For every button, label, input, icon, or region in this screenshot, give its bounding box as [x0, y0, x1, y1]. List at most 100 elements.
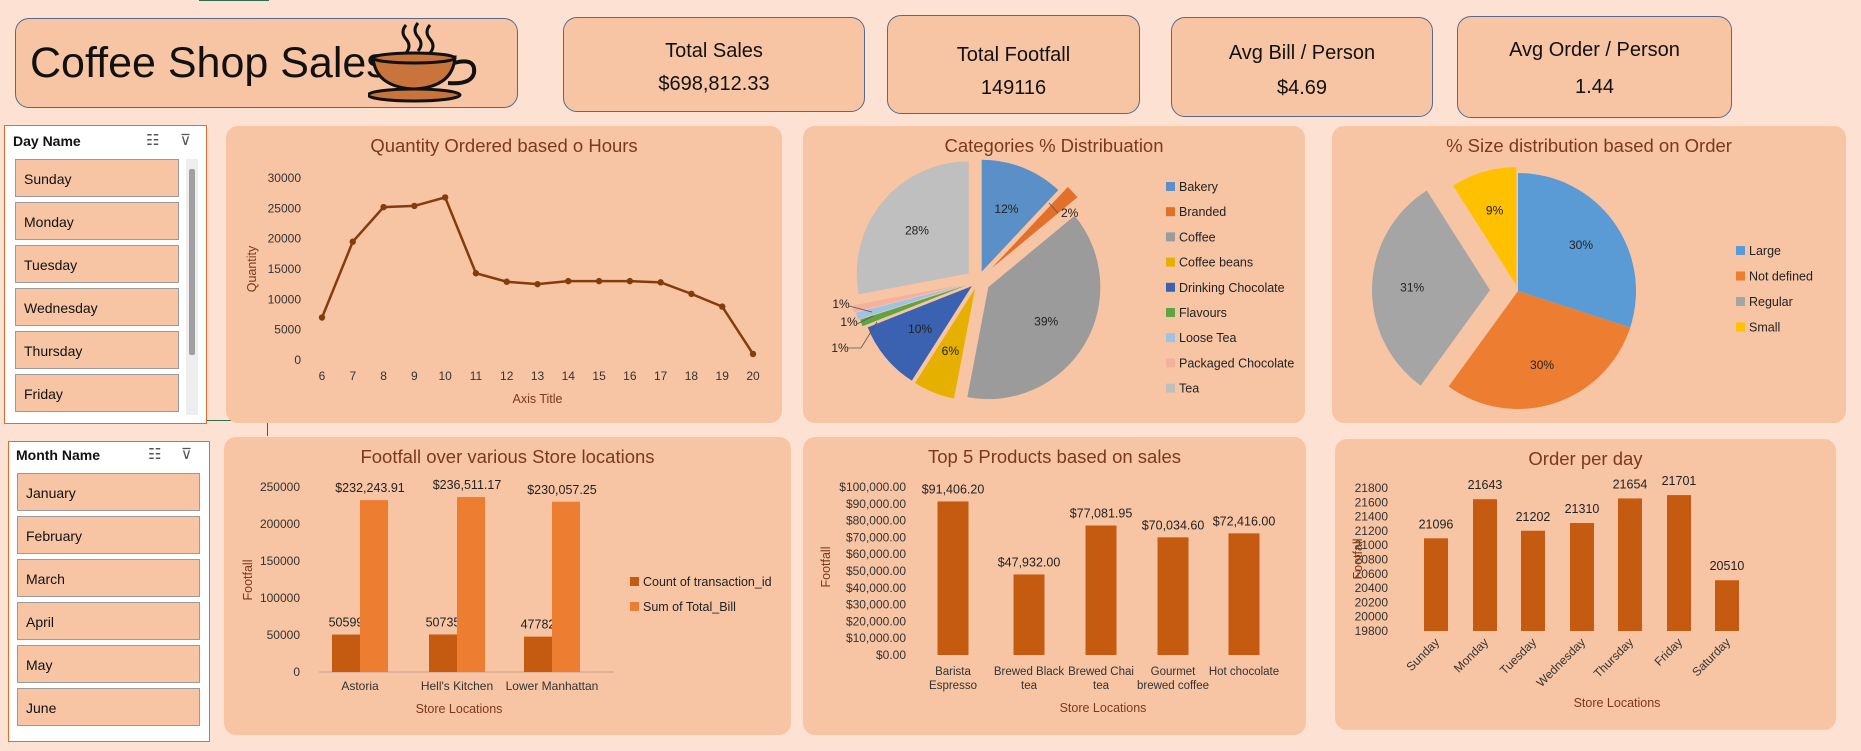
legend-entry: Sum of Total_Bill: [643, 600, 736, 614]
y-tick-label: 21600: [1355, 495, 1389, 509]
bar: [1085, 525, 1117, 655]
x-tick-label: 11: [470, 369, 483, 383]
legend-swatch: [1166, 333, 1175, 343]
products-bar-chart: $0.00 $10,000.00 $20,000.00 $30,000.00 $40,0…: [819, 480, 1279, 715]
data-label: 21310: [1565, 502, 1600, 516]
slicer-scrollbar[interactable]: [186, 159, 198, 415]
legend-swatch: [630, 577, 639, 586]
x-tick-label: Brewed Chai: [1068, 666, 1134, 678]
slicer-item-sunday[interactable]: Sunday: [15, 159, 179, 197]
y-tick-label: 150000: [260, 554, 300, 568]
legend-entry: Tea: [1179, 382, 1199, 396]
pie-slice: [1372, 190, 1491, 386]
y-tick-label: $40,000.00: [846, 581, 906, 595]
y-tick-label: 21000: [1355, 538, 1389, 552]
legend-swatch: [1166, 282, 1175, 292]
orders-chart-panel: Order per day 19800 20000 20200 20400 20600 2…: [1335, 439, 1836, 730]
slicer-item-may[interactable]: May: [17, 645, 200, 683]
x-tick-label: Friday: [1652, 635, 1685, 668]
y-tick-label: $90,000.00: [846, 497, 906, 511]
y-tick-label: $60,000.00: [846, 547, 906, 561]
data-label: 21701: [1662, 474, 1697, 488]
slicer-item-friday[interactable]: Friday: [15, 374, 179, 412]
y-axis-title: Footfall: [819, 547, 833, 588]
chart-title: % Size distribution based on Order: [1446, 135, 1732, 156]
bar: [1424, 538, 1448, 631]
x-tick-label: Hell's Kitchen: [421, 679, 493, 693]
slicer-item-march[interactable]: March: [17, 559, 200, 597]
y-tick-label: 21400: [1355, 510, 1389, 524]
data-point: [688, 290, 695, 298]
slicer-item-april[interactable]: April: [17, 602, 200, 640]
bar: [457, 496, 485, 672]
multi-select-icon[interactable]: ☷: [146, 132, 160, 149]
kpi-value: 149116: [980, 77, 1047, 99]
data-point: [626, 277, 634, 285]
slicer-item-january[interactable]: January: [17, 473, 200, 511]
legend-entry: Flavours: [1179, 306, 1227, 320]
data-point: [565, 277, 572, 285]
footfall-chart-panel: Footfall over various Store locations 0 5…: [224, 437, 791, 735]
header-title-box: Coffee Shop Sales: [15, 18, 518, 108]
slicer-item-june[interactable]: June: [17, 688, 200, 726]
pie-slice: [1448, 291, 1631, 409]
x-tick-label: Saturday: [1689, 635, 1733, 679]
y-tick-label: $80,000.00: [846, 514, 906, 528]
data-point: [719, 303, 726, 310]
scrollbar-thumb[interactable]: [189, 169, 195, 355]
x-tick-label: 7: [349, 369, 356, 383]
clear-filter-icon[interactable]: ⊽: [181, 446, 192, 463]
x-axis-title: Store Locations: [1574, 696, 1661, 710]
day-name-slicer[interactable]: Day Name ☷ ⊽ Sunday Monday Tuesday Wedne…: [4, 125, 207, 424]
slicer-header: Month Name: [16, 447, 100, 463]
pie-slice: [967, 215, 1101, 400]
x-axis-title: Axis Title: [512, 392, 562, 406]
y-tick-label: 100000: [260, 591, 300, 605]
legend-entry: Large: [1749, 244, 1781, 258]
slice-label: 30%: [1569, 238, 1593, 252]
x-tick-label: Thursday: [1591, 635, 1636, 680]
x-tick-label: tea: [1093, 680, 1110, 692]
data-point: [380, 203, 387, 211]
y-tick-label: 30000: [268, 171, 302, 185]
multi-select-icon[interactable]: ☷: [148, 446, 162, 463]
y-tick-label: 50000: [267, 628, 301, 642]
hours-line-chart: 0 5000 10000 15000 20000 25000 30000 6 7 8 9 10 11 12…: [245, 171, 760, 406]
pie-slice: [867, 286, 972, 381]
x-tick-label: 8: [380, 369, 387, 383]
y-tick-label: 19800: [1355, 624, 1389, 638]
data-point: [595, 277, 603, 285]
y-axis-title: Footfall: [1351, 539, 1365, 580]
slicer-item-thursday[interactable]: Thursday: [15, 331, 179, 369]
data-label: $77,081.95: [1070, 507, 1133, 521]
slicer-item-wednesday[interactable]: Wednesday: [15, 288, 179, 326]
slice-label: 1%: [840, 315, 858, 329]
x-tick-label: Gourmet: [1151, 666, 1197, 678]
slicer-item-monday[interactable]: Monday: [15, 202, 179, 240]
bar: [1715, 580, 1739, 631]
data-label: $232,243.91: [335, 481, 405, 495]
categories-chart-panel: Categories % Distribuation 12% Bakery 2% Br…: [803, 126, 1305, 423]
orders-bar-chart: 1980020000202002040020600208002100021200…: [1351, 474, 1744, 710]
x-tick-label: tea: [1021, 680, 1038, 692]
pie-slice: [1518, 173, 1636, 328]
y-tick-label: 21200: [1355, 524, 1389, 538]
legend-entry: Regular: [1749, 295, 1793, 309]
slicer-item-tuesday[interactable]: Tuesday: [15, 245, 179, 283]
series-line: [320, 195, 755, 355]
pie-slice: [991, 187, 1078, 269]
kpi-label: Total Sales: [665, 40, 763, 62]
legend-swatch: [630, 602, 639, 611]
data-point: [472, 270, 480, 277]
data-label: 50735: [426, 615, 461, 629]
y-tick-label: $0.00: [876, 648, 906, 662]
chart-title: Top 5 Products based on sales: [928, 446, 1181, 467]
x-tick-label: Espresso: [929, 680, 977, 692]
clear-filter-icon[interactable]: ⊽: [180, 132, 191, 149]
slicer-item-february[interactable]: February: [17, 516, 200, 554]
x-tick-label: Tuesday: [1497, 635, 1539, 677]
month-name-slicer[interactable]: Month Name ☷ ⊽ January February March Ap…: [8, 441, 210, 742]
x-tick-label: 13: [531, 369, 545, 383]
x-tick-label: brewed coffee: [1137, 680, 1209, 692]
x-tick-label: 18: [685, 369, 699, 383]
